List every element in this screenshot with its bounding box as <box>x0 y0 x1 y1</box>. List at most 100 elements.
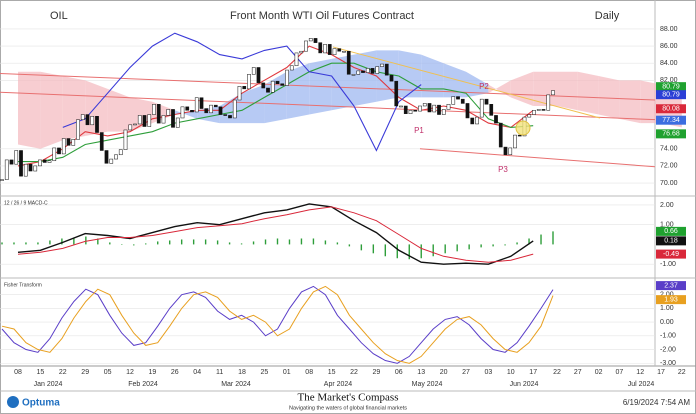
x-tick-label: 29 <box>81 369 89 376</box>
histogram-bar <box>504 244 506 246</box>
histogram-bar <box>348 244 351 247</box>
cloud-segment <box>640 80 661 124</box>
histogram-bar <box>360 244 363 251</box>
value-tag <box>656 82 686 92</box>
cloud-segment <box>286 63 310 119</box>
indicator-line <box>62 32 422 152</box>
histogram-bar <box>204 239 207 245</box>
candle <box>95 116 99 133</box>
candle <box>270 80 275 93</box>
x-tick-label: 27 <box>462 369 470 376</box>
histogram-bar <box>252 241 255 245</box>
candle <box>52 147 57 162</box>
histogram-bar <box>288 239 291 245</box>
candle <box>403 105 408 114</box>
candle <box>384 63 389 76</box>
candle <box>90 116 95 126</box>
cloud-segment <box>577 71 599 115</box>
y-tick-label: 82.00 <box>660 77 678 84</box>
value-tag-label: 80.79 <box>662 84 680 91</box>
candle <box>418 105 422 112</box>
candle <box>42 159 47 163</box>
x-tick-label: 13 <box>417 369 425 376</box>
y-tick-label: -1.00 <box>660 261 676 268</box>
candle <box>527 114 532 118</box>
candle <box>470 117 475 125</box>
candle <box>128 124 133 131</box>
value-tag-label: 77.34 <box>662 117 680 124</box>
candle <box>313 38 318 43</box>
x-tick-label: 15 <box>37 369 45 376</box>
histogram-bar <box>240 243 243 245</box>
cloud-segment <box>174 110 198 119</box>
x-group-label: Mar 2024 <box>221 381 251 388</box>
histogram-bar <box>516 242 518 245</box>
trendline <box>332 46 601 119</box>
candle <box>365 68 370 73</box>
histogram-bar <box>480 244 482 248</box>
histogram-bar <box>468 244 470 250</box>
candle <box>147 114 152 127</box>
histogram-bar <box>552 231 554 245</box>
value-tag-label: 0.66 <box>664 228 678 235</box>
candle <box>517 134 522 137</box>
indicator-line <box>17 203 534 265</box>
histogram-bar <box>145 243 147 245</box>
histogram-bar <box>1 242 3 245</box>
candle <box>261 82 266 89</box>
candle <box>194 97 199 113</box>
candle <box>351 74 356 76</box>
candle <box>161 115 166 124</box>
highlight <box>515 120 531 136</box>
candle <box>546 94 551 111</box>
value-tag-label: -0.49 <box>663 251 679 258</box>
histogram-bar <box>73 237 75 245</box>
value-tag <box>656 281 686 291</box>
histogram-bar <box>336 242 339 245</box>
x-tick-label: 07 <box>616 369 624 376</box>
y-tick-label: 74.00 <box>660 146 678 153</box>
candle <box>422 103 427 107</box>
symbol: OIL <box>50 10 68 22</box>
histogram-bar <box>528 238 530 245</box>
candle <box>380 63 384 67</box>
histogram-bar <box>97 238 99 245</box>
value-tag <box>656 115 686 125</box>
x-tick-label: 27 <box>574 369 582 376</box>
footer-subtitle: Navigating the waters of global financia… <box>289 405 407 411</box>
candle <box>503 146 508 156</box>
candle <box>327 44 332 55</box>
y-tick-label: 2.00 <box>660 202 674 209</box>
candle <box>19 150 23 177</box>
histogram-bar <box>300 238 303 245</box>
histogram-bar <box>228 242 231 245</box>
brand: Optuma <box>22 398 60 409</box>
candle <box>76 119 80 140</box>
value-tag <box>656 249 686 259</box>
cloud-segment <box>62 76 86 141</box>
candle <box>408 110 413 114</box>
x-tick-label: 29 <box>373 369 381 376</box>
value-tag <box>656 226 686 236</box>
candle <box>375 66 380 74</box>
candle <box>4 159 9 180</box>
candle <box>104 150 109 164</box>
trendline <box>0 72 656 101</box>
candle <box>494 115 498 124</box>
y-tick-label: 72.00 <box>660 163 678 170</box>
cloud-segment <box>443 63 466 98</box>
value-tag-label: 80.08 <box>662 106 680 113</box>
candle <box>532 110 536 115</box>
candle <box>456 96 460 100</box>
candle <box>180 106 185 119</box>
y-tick-label: 1.00 <box>660 305 674 312</box>
annotation: P1 <box>414 126 424 135</box>
x-group-label: Jun 2024 <box>510 381 539 388</box>
histogram-bar <box>13 242 15 245</box>
cloud-segment <box>107 88 130 132</box>
candle <box>223 114 228 116</box>
candle <box>38 159 42 167</box>
x-tick-label: 17 <box>657 369 665 376</box>
candle <box>508 147 513 156</box>
value-tag <box>656 236 686 246</box>
